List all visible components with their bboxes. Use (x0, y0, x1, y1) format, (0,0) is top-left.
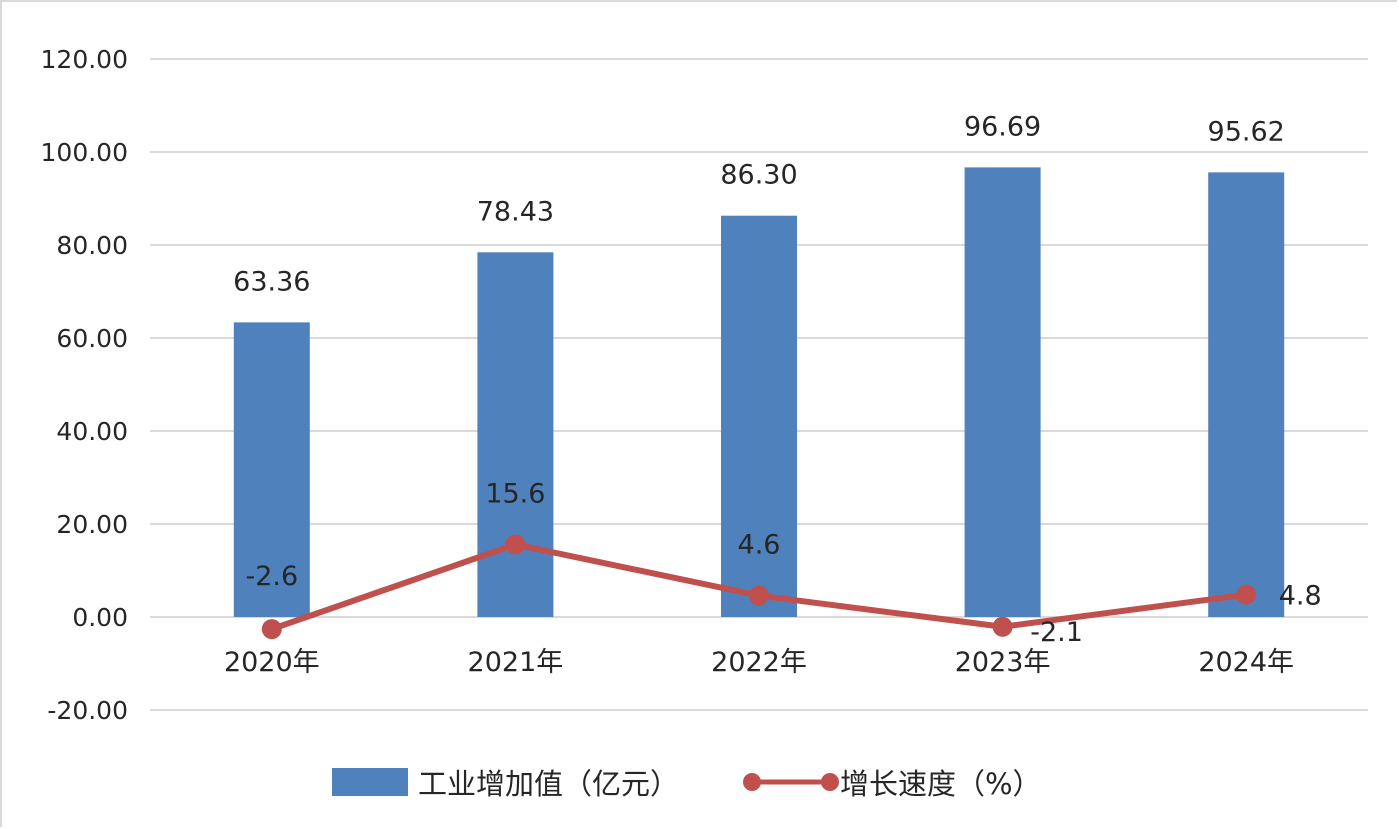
bar-data-label: 95.62 (1208, 116, 1285, 147)
legend-bar-label: 工业增加值（亿元） (418, 767, 679, 801)
y-axis-ticks: -20.00 0.00 20.00 40.00 60.00 80.00 100.00 120.… (41, 45, 128, 725)
y-tick-label: -20.00 (47, 696, 128, 725)
line-marker (992, 616, 1013, 637)
line-data-label: 4.6 (738, 530, 781, 561)
x-category-label: 2024年 (1198, 647, 1294, 678)
line-marker (749, 585, 769, 606)
bar-data-label: 78.43 (477, 196, 554, 227)
y-tick-label: 100.00 (41, 138, 128, 167)
y-tick-label: 80.00 (56, 231, 128, 260)
bar-data-labels: 63.36 78.43 86.30 96.69 95.62 (233, 111, 1285, 297)
line-data-label: 15.6 (485, 478, 545, 509)
line-marker (261, 619, 282, 640)
line-data-label: -2.1 (1030, 617, 1083, 648)
line-data-labels: -2.6 15.6 4.6 -2.1 4.8 (245, 478, 1321, 647)
x-category-label: 2020年 (224, 647, 320, 678)
line-marker (505, 534, 526, 555)
line-data-label: 4.8 (1279, 581, 1322, 612)
bar (233, 322, 310, 617)
x-category-label: 2023年 (955, 647, 1051, 678)
bar (964, 167, 1041, 618)
legend-line-marker-right (821, 773, 839, 791)
bar-data-label: 96.69 (964, 111, 1041, 142)
bar (1208, 172, 1285, 617)
y-tick-label: 0.00 (72, 603, 128, 632)
bar-data-label: 63.36 (233, 266, 310, 297)
x-category-label: 2022年 (711, 647, 807, 678)
line-marker (1236, 584, 1257, 605)
y-tick-label: 120.00 (41, 45, 128, 74)
bar (721, 215, 797, 617)
legend: 工业增加值（亿元） 增长速度（%） (332, 767, 1042, 801)
legend-line-marker-left (743, 773, 761, 791)
y-tick-label: 20.00 (56, 510, 128, 539)
bar (477, 252, 554, 617)
y-tick-label: 40.00 (56, 417, 128, 446)
legend-line-label: 增长速度（%） (840, 767, 1042, 801)
line-series (261, 534, 1257, 640)
line-data-label: -2.6 (245, 561, 298, 592)
x-axis-categories: 2020年 2021年 2022年 2023年 2024年 (224, 647, 1294, 678)
y-tick-label: 60.00 (56, 324, 128, 353)
bar-data-label: 86.30 (720, 160, 797, 191)
x-category-label: 2021年 (468, 647, 564, 678)
legend-bar-swatch (332, 768, 408, 796)
